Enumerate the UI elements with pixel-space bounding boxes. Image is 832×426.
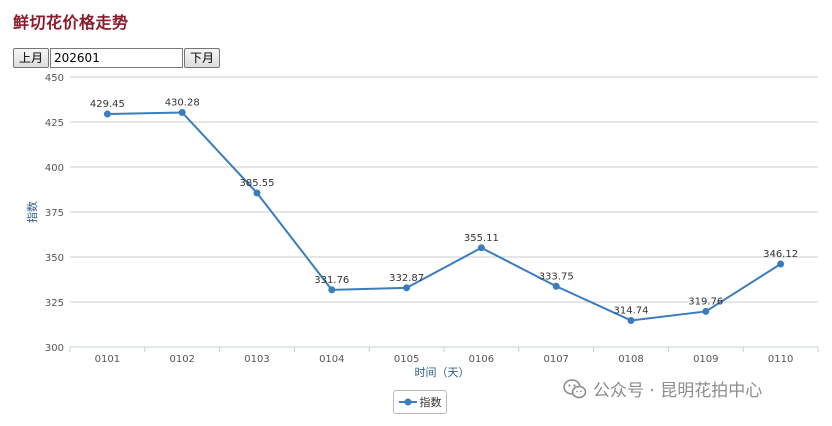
data-point[interactable] [328, 286, 336, 294]
data-point[interactable] [477, 244, 485, 252]
next-month-button[interactable]: 下月 [184, 48, 221, 68]
x-tick-label: 0105 [394, 354, 419, 365]
data-label: 314.74 [614, 305, 649, 316]
x-tick-label: 0106 [469, 354, 494, 365]
data-point[interactable] [552, 282, 560, 290]
x-tick-label: 0108 [618, 354, 643, 365]
data-label: 319.76 [688, 296, 723, 307]
axes: 300 325 350 375 400 425 450 0101 0102 0103 0104 010… [45, 73, 819, 365]
data-point[interactable] [103, 110, 111, 118]
data-point[interactable] [178, 108, 186, 116]
month-navigator: 上月 下月 [13, 48, 221, 68]
legend-line-marker-icon [398, 398, 417, 406]
y-tick-label: 325 [45, 298, 64, 309]
y-tick-label: 300 [45, 343, 64, 354]
data-label: 430.28 [165, 97, 200, 108]
x-tick-label: 0107 [543, 354, 568, 365]
y-tick-label: 375 [45, 208, 64, 219]
watermark-text: 公众号 · 昆明花拍中心 [593, 381, 763, 401]
watermark: 公众号 · 昆明花拍中心 [563, 376, 762, 401]
x-tick-label: 0109 [693, 354, 718, 365]
y-tick-label: 450 [45, 73, 64, 84]
data-point[interactable] [702, 307, 710, 315]
data-point[interactable] [627, 316, 635, 324]
data-point[interactable] [403, 284, 411, 292]
data-label: 355.11 [464, 233, 499, 244]
data-point[interactable] [777, 260, 785, 268]
y-tick-label: 425 [45, 118, 64, 129]
y-axis-label: 指数 [25, 201, 39, 223]
legend[interactable]: 指数 [393, 390, 447, 414]
data-label: 332.87 [389, 273, 424, 284]
prev-month-button[interactable]: 上月 [13, 48, 50, 68]
wechat-icon [563, 378, 587, 398]
data-label: 346.12 [763, 249, 798, 260]
x-axis-label: 时间（天） [415, 366, 470, 379]
x-tick-label: 0103 [244, 354, 269, 365]
legend-label: 指数 [419, 396, 442, 409]
data-label: 385.55 [240, 178, 275, 189]
page-title: 鲜切花价格走势 [13, 13, 129, 32]
series-layer [103, 108, 785, 324]
x-tick-label: 0104 [319, 354, 344, 365]
x-tick-label: 0101 [95, 354, 120, 365]
data-label: 331.76 [314, 275, 349, 286]
y-tick-label: 350 [45, 253, 64, 264]
data-label: 429.45 [90, 99, 125, 110]
y-tick-label: 400 [45, 163, 64, 174]
x-tick-label: 0102 [169, 354, 194, 365]
data-labels: 429.45 430.28 385.55 331.76 332.87 355.11 333.… [90, 97, 798, 316]
data-label: 333.75 [539, 271, 574, 282]
month-input[interactable] [50, 48, 184, 68]
x-tick-label: 0110 [768, 354, 793, 365]
data-point[interactable] [253, 189, 261, 197]
series-line [107, 111, 782, 322]
